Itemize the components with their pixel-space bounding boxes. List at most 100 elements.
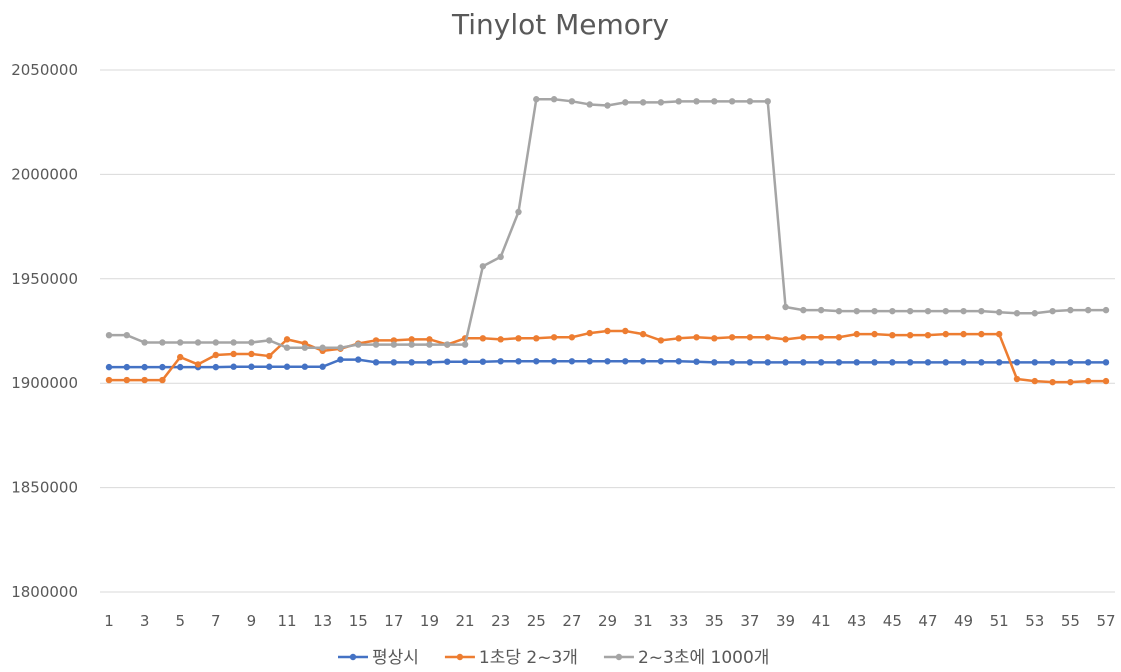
data-point: [995, 359, 1003, 366]
data-point: [622, 327, 629, 335]
data-point: [1031, 359, 1038, 366]
legend-label: 평상시: [372, 648, 419, 668]
data-point: [355, 341, 362, 348]
data-point: [906, 331, 914, 339]
x-tick-label: 37: [740, 612, 759, 630]
data-point: [782, 303, 789, 311]
data-point: [995, 330, 1003, 338]
data-point: [568, 98, 576, 105]
data-point: [177, 339, 184, 346]
data-point: [550, 358, 558, 365]
data-point: [1067, 306, 1074, 314]
data-point: [390, 341, 398, 348]
data-point: [1013, 310, 1021, 317]
legend-marker-icon: [615, 653, 623, 661]
data-point: [639, 330, 647, 338]
series-line: [109, 97, 1106, 349]
data-point: [497, 358, 504, 365]
x-tick-label: 17: [384, 612, 403, 630]
data-point: [800, 359, 807, 366]
data-point: [764, 359, 771, 366]
data-point: [337, 356, 344, 363]
data-point: [889, 359, 896, 366]
y-tick-label: 1800000: [11, 583, 78, 601]
data-point: [906, 307, 914, 315]
data-point: [978, 330, 985, 338]
x-tick-label: 57: [1096, 612, 1115, 630]
data-point: [942, 307, 949, 315]
data-point: [319, 344, 326, 351]
data-point: [960, 330, 967, 338]
series-line: [109, 329, 1106, 384]
data-point: [1067, 359, 1074, 366]
data-point: [924, 307, 932, 315]
x-tick-label: 25: [527, 612, 546, 630]
data-point: [461, 341, 469, 348]
legend-label: 1초당 2~3개: [479, 648, 578, 668]
data-point: [426, 341, 433, 348]
x-tick-label: 53: [1025, 612, 1044, 630]
x-tick-label: 5: [175, 612, 185, 630]
series-3: [105, 96, 1110, 351]
data-point: [479, 263, 487, 270]
series-lines: [105, 96, 1110, 386]
legend-item-2[interactable]: 1초당 2~3개: [444, 648, 578, 668]
data-point: [711, 98, 718, 105]
legend-item-1[interactable]: 평상시: [338, 648, 419, 668]
data-point: [978, 359, 985, 366]
data-point: [533, 96, 540, 103]
legend-item-3[interactable]: 2~3초에 1000개: [603, 648, 769, 668]
data-point: [586, 101, 593, 108]
gridlines: [100, 69, 1115, 593]
data-point: [497, 336, 504, 343]
data-point: [960, 359, 967, 366]
data-point: [479, 335, 487, 342]
x-tick-label: 7: [211, 612, 221, 630]
data-point: [604, 327, 611, 335]
data-point: [639, 99, 647, 106]
data-point: [728, 334, 736, 341]
data-point: [141, 376, 148, 384]
data-point: [550, 96, 558, 103]
data-point: [568, 334, 576, 341]
x-tick-label: 15: [349, 612, 368, 630]
series-2: [105, 327, 1110, 386]
data-point: [159, 363, 166, 371]
data-point: [622, 358, 629, 365]
data-point: [853, 307, 860, 315]
data-point: [105, 331, 113, 339]
data-point: [800, 334, 807, 341]
x-tick-label: 31: [634, 612, 653, 630]
x-tick-label: 47: [918, 612, 937, 630]
data-point: [711, 359, 718, 366]
data-point: [657, 99, 665, 106]
data-point: [230, 339, 237, 346]
data-point: [337, 344, 344, 351]
data-point: [764, 98, 771, 105]
data-point: [586, 358, 593, 365]
data-point: [159, 376, 166, 384]
legend[interactable]: 평상시 1초당 2~3개 2~3초에 1000개: [338, 648, 769, 668]
data-point: [782, 359, 789, 366]
data-point: [1013, 375, 1021, 383]
x-tick-label: 27: [562, 612, 581, 630]
data-point: [1013, 359, 1021, 366]
x-tick-label: 45: [883, 612, 902, 630]
data-point: [355, 356, 362, 363]
x-tick-label: 9: [247, 612, 257, 630]
data-point: [1067, 378, 1074, 386]
data-point: [711, 335, 718, 342]
data-point: [675, 98, 682, 105]
data-point: [141, 339, 148, 346]
data-point: [301, 344, 309, 351]
x-tick-label: 49: [954, 612, 973, 630]
data-point: [906, 359, 914, 366]
y-tick-label: 1850000: [11, 479, 78, 497]
data-point: [266, 337, 273, 344]
data-point: [675, 335, 682, 342]
data-point: [372, 341, 380, 348]
data-point: [604, 102, 611, 109]
data-point: [283, 336, 291, 343]
data-point: [800, 306, 807, 314]
